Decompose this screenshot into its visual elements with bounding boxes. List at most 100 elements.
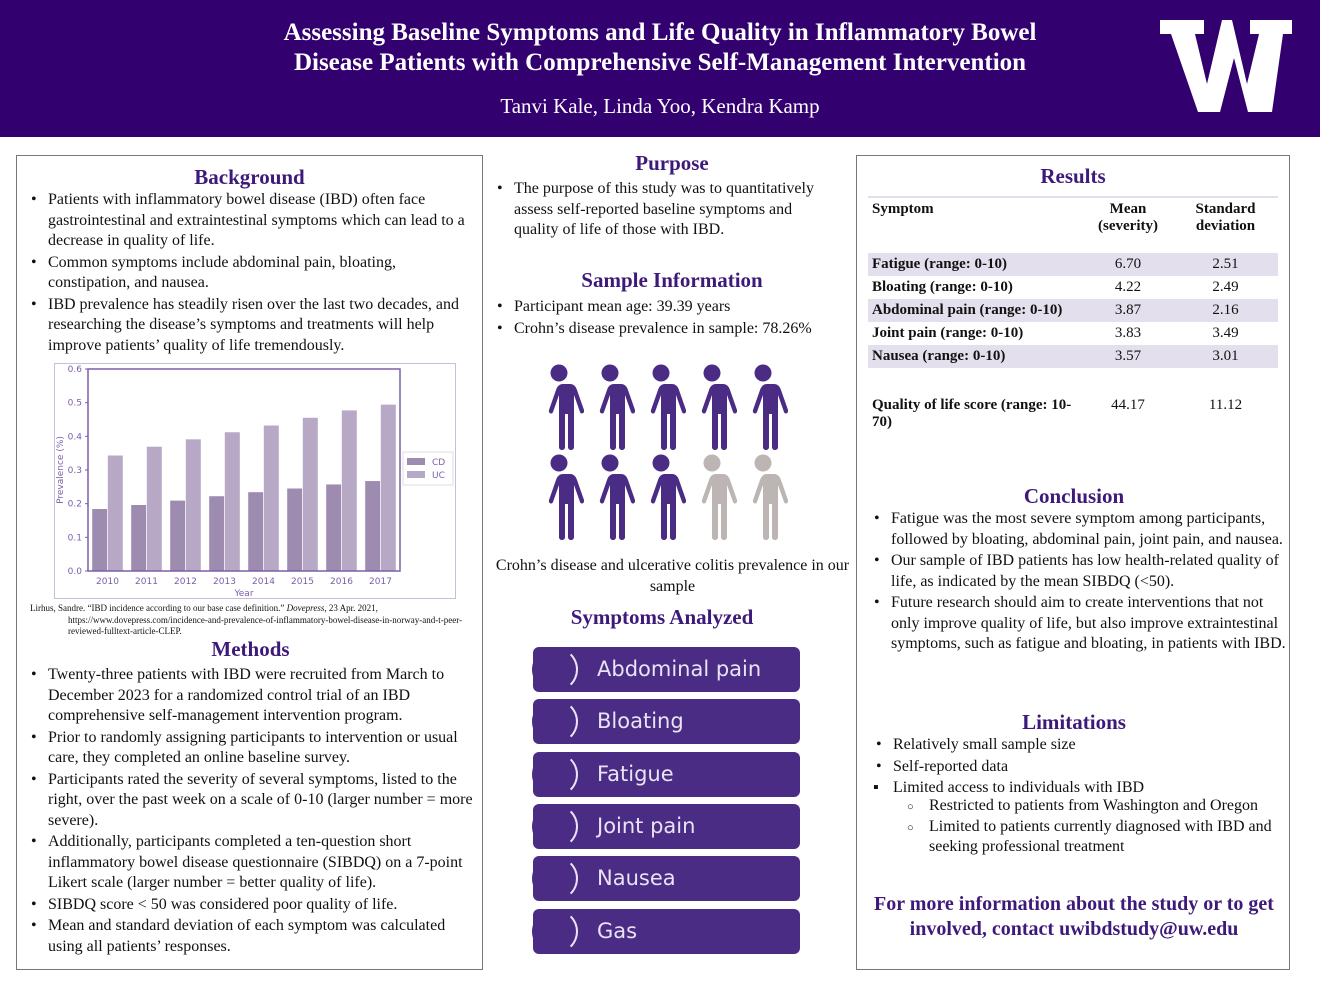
mean-cell: 3.87 bbox=[1083, 299, 1173, 322]
legend-label: CD bbox=[432, 458, 445, 468]
symptom-label: Nausea bbox=[597, 866, 676, 891]
list-item: Limited access to individuals with IBD bbox=[869, 778, 1289, 799]
bar-uc-2010 bbox=[107, 454, 124, 572]
list-item: Relatively small sample size bbox=[869, 735, 1289, 756]
x-tick-label: 2016 bbox=[330, 577, 353, 587]
chart-citation: Lirhus, Sandre. “IBD incidence according… bbox=[23, 603, 478, 638]
results-table: Symptom Mean (severity) Standard deviati… bbox=[868, 196, 1278, 434]
authors: Tanvi Kale, Linda Yoo, Kendra Kamp bbox=[500, 94, 820, 118]
circle-icon bbox=[532, 647, 578, 692]
sd-cell: 2.16 bbox=[1173, 299, 1278, 322]
table-row: Bloating (range: 0-10) 4.22 2.49 bbox=[868, 276, 1278, 299]
list-item: Self-reported data bbox=[869, 757, 1289, 778]
person-icon-crohns bbox=[636, 364, 686, 450]
results-heading: Results bbox=[1040, 164, 1106, 188]
list-item: IBD prevalence has steadily risen over t… bbox=[24, 295, 474, 357]
sd-cell: 3.49 bbox=[1212, 325, 1239, 341]
table-row: Joint pain (range: 0-10) 3.83 3.49 bbox=[868, 322, 1278, 345]
left-panel: Background Patients with inflammatory bo… bbox=[16, 155, 483, 970]
title-line: Assessing Baseline Symptoms and Life Qua… bbox=[283, 19, 1037, 46]
list-item: Additionally, participants completed a t… bbox=[24, 832, 479, 894]
symptom-pill: Joint pain bbox=[532, 803, 800, 849]
x-tick-label: 2011 bbox=[135, 577, 158, 587]
circle-icon bbox=[532, 856, 578, 902]
list-item: Patients with inflammatory bowel disease… bbox=[24, 190, 474, 252]
sample-list: Participant mean age: 39.39 years Crohn’… bbox=[490, 297, 850, 340]
bar-uc-2011 bbox=[146, 446, 163, 572]
mean-cell: 3.83 bbox=[1114, 325, 1142, 341]
list-item: Future research should aim to create int… bbox=[867, 593, 1291, 655]
x-tick-label: 2017 bbox=[369, 577, 392, 587]
column-header: Symptom bbox=[872, 201, 934, 217]
table-row: Fatigue (range: 0-10) 6.70 2.51 bbox=[868, 253, 1278, 276]
prevalence-bar-chart: 0.0 0.1 0.2 0.3 0.4 0.5 0.6 2010 2011 2012 2013 201… bbox=[54, 363, 456, 599]
symptom-label: Joint pain bbox=[597, 813, 696, 838]
symptom-pill: Bloating bbox=[532, 699, 800, 745]
background-heading: Background bbox=[194, 165, 305, 189]
contact-info: For more information about the study or … bbox=[874, 893, 1274, 940]
legend-swatch bbox=[407, 471, 425, 478]
symptom-cell: Joint pain (range: 0-10) bbox=[872, 325, 1024, 341]
person-icon-uc bbox=[738, 454, 788, 540]
methods-heading: Methods bbox=[211, 637, 290, 661]
x-tick-label: 2015 bbox=[291, 577, 314, 587]
methods-list: Twenty-three patients with IBD were recr… bbox=[24, 665, 479, 958]
symptom-label: Bloating bbox=[597, 709, 684, 734]
legend-box bbox=[402, 451, 454, 486]
y-tick-label: 0.2 bbox=[68, 500, 82, 510]
y-tick-label: 0.0 bbox=[68, 567, 83, 577]
list-item: Common symptoms include abdominal pain, … bbox=[24, 253, 474, 294]
list-item: Restricted to patients from Washington a… bbox=[895, 796, 1291, 817]
spacer-row bbox=[868, 368, 1278, 394]
sample-heading: Sample Information bbox=[581, 268, 763, 292]
citation-text: , 23 Apr. 2021, https://www.dovepress.co… bbox=[68, 603, 463, 636]
sd-cell: 11.12 bbox=[1208, 397, 1243, 413]
limitations-list: Relatively small sample size Self-report… bbox=[869, 735, 1289, 800]
symptom-label: Abdominal pain bbox=[597, 657, 762, 681]
symptom-pill: Abdominal pain bbox=[532, 647, 800, 692]
y-tick-label: 0.5 bbox=[68, 399, 82, 409]
bar-uc-2017 bbox=[380, 404, 397, 572]
symptom-label: Gas bbox=[597, 918, 638, 943]
column-header: Mean (severity) bbox=[1098, 201, 1158, 234]
legend-swatch bbox=[407, 458, 425, 465]
symptom-cell: Nausea (range: 0-10) bbox=[868, 345, 1083, 368]
mean-cell: 3.57 bbox=[1083, 345, 1173, 368]
citation-text: Lirhus, Sandre. “IBD incidence according… bbox=[30, 603, 287, 613]
y-tick-label: 0.1 bbox=[68, 533, 82, 543]
circle-icon bbox=[532, 908, 578, 954]
uw-logo-icon bbox=[1160, 20, 1292, 112]
y-axis-label: Prevalence (%) bbox=[56, 436, 66, 504]
list-item: Limited to patients currently diagnosed … bbox=[895, 817, 1291, 858]
conclusion-list: Fatigue was the most severe symptom amon… bbox=[867, 509, 1291, 656]
bar-uc-2016 bbox=[341, 409, 358, 572]
chart-frame bbox=[54, 363, 456, 599]
bar-uc-2014 bbox=[263, 424, 280, 572]
x-axis-label: Year bbox=[233, 589, 253, 599]
column-header: Standard deviation bbox=[1195, 201, 1256, 234]
list-item: Our sample of IBD patients has low healt… bbox=[867, 551, 1291, 592]
x-tick-label: 2013 bbox=[213, 577, 236, 587]
person-icon-crohns bbox=[738, 364, 788, 450]
circle-icon bbox=[532, 803, 578, 849]
symptom-cell: Abdominal pain (range: 0-10) bbox=[868, 299, 1083, 322]
bar-uc-2013 bbox=[224, 431, 241, 572]
symptom-pill: Fatigue bbox=[532, 751, 800, 797]
conclusion-heading: Conclusion bbox=[1023, 484, 1125, 508]
bar-cd-2017 bbox=[364, 480, 381, 572]
bar-cd-2014 bbox=[247, 491, 264, 572]
sd-cell: 3.01 bbox=[1173, 345, 1278, 368]
table-row: Abdominal pain (range: 0-10) 3.87 2.16 bbox=[868, 299, 1278, 322]
list-item: Mean and standard deviation of each symp… bbox=[24, 916, 479, 957]
symptom-label: Fatigue bbox=[597, 761, 674, 786]
mean-cell: 4.22 bbox=[1114, 279, 1142, 295]
bar-uc-2015 bbox=[302, 417, 319, 572]
list-item: Participant mean age: 39.39 years bbox=[490, 297, 850, 318]
symptoms-heading: Symptoms Analyzed bbox=[570, 605, 754, 629]
purpose-heading: Purpose bbox=[635, 151, 709, 175]
table-row: Quality of life score (range: 10-70) 44.1… bbox=[868, 394, 1278, 434]
circle-icon bbox=[532, 751, 578, 797]
poster-header: Assessing Baseline Symptoms and Life Qua… bbox=[0, 0, 1320, 137]
title-line: Disease Patients with Comprehensive Self… bbox=[293, 49, 1027, 76]
bar-cd-2012 bbox=[169, 500, 186, 572]
